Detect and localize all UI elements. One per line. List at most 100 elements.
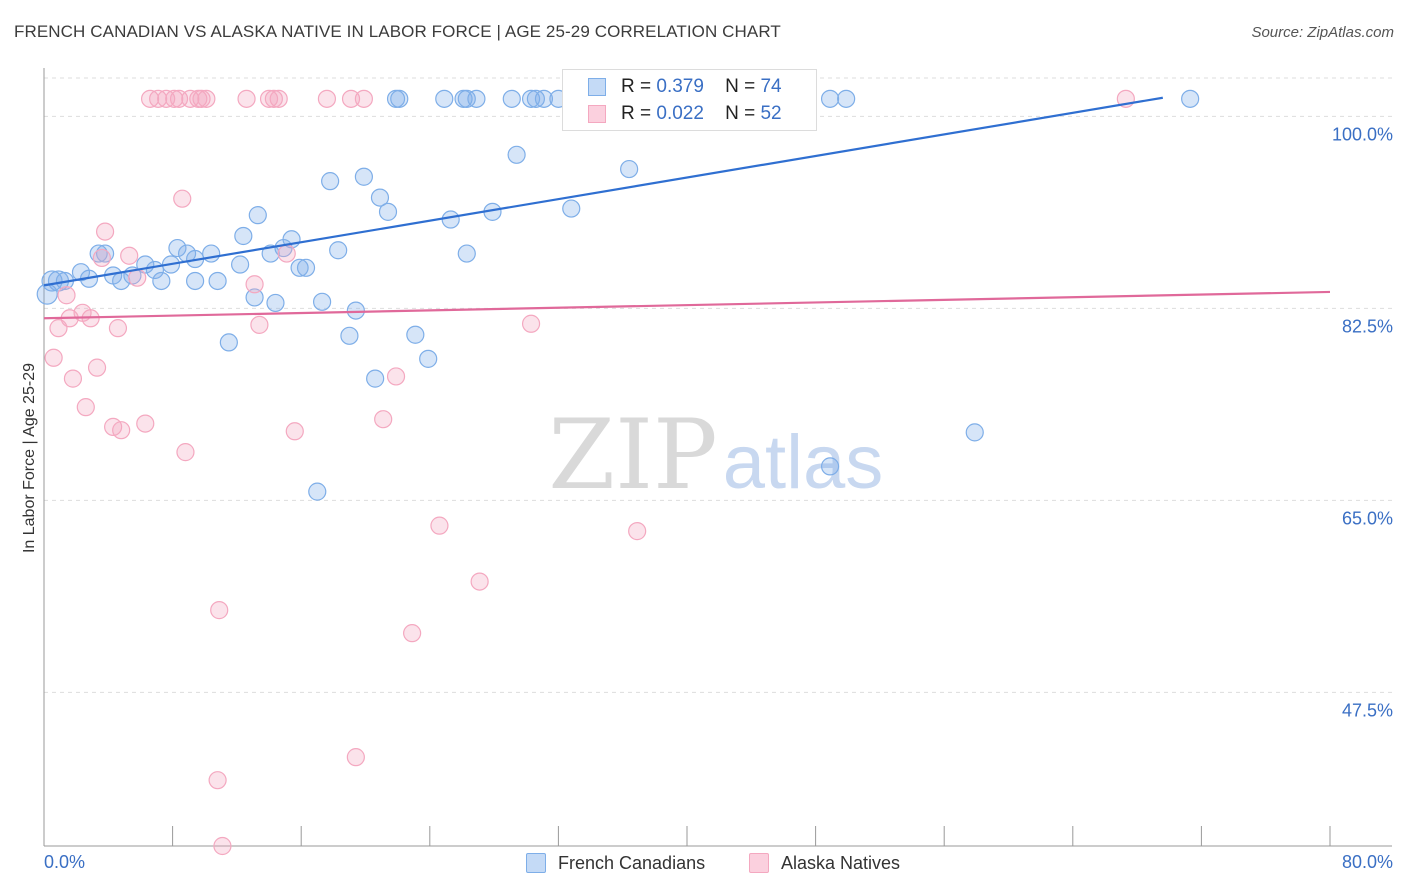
french-canadian-point bbox=[234, 226, 253, 246]
watermark-zip: ZIP bbox=[548, 399, 717, 511]
r-label: R = bbox=[621, 76, 652, 97]
alaska-native-point bbox=[354, 89, 373, 108]
y-tick-label: 47.5% bbox=[1341, 700, 1393, 721]
french-canadian-point bbox=[245, 288, 264, 307]
french-canadian-point bbox=[208, 271, 227, 291]
french-canadian-point bbox=[390, 89, 409, 108]
french-canadian-point bbox=[457, 244, 476, 263]
alaska-native-point bbox=[57, 286, 76, 305]
french-canadian-point bbox=[346, 301, 365, 320]
french-canadian-point bbox=[321, 172, 340, 191]
gridlines bbox=[44, 77, 1392, 693]
french-canadian-point bbox=[1181, 89, 1200, 108]
french-canadian-point bbox=[820, 89, 840, 108]
alaska-native-point bbox=[95, 222, 115, 241]
alaska-native-point bbox=[521, 314, 541, 333]
french-canadian-point bbox=[312, 292, 332, 311]
alaska-native-point bbox=[63, 369, 83, 388]
alaska-native-point bbox=[173, 189, 192, 208]
alaska-native-point bbox=[430, 516, 449, 535]
alaska-native-point bbox=[237, 89, 256, 108]
swatch-pink bbox=[588, 105, 606, 123]
french-canadian-point bbox=[534, 89, 554, 108]
french-canadian-point bbox=[168, 238, 187, 258]
french-canadian-point bbox=[378, 202, 398, 221]
y-tick-label: 65.0% bbox=[1341, 508, 1393, 529]
y-tick-label: 100.0% bbox=[1331, 124, 1393, 145]
alaska-native-point bbox=[92, 248, 111, 268]
alaska-native-point bbox=[341, 89, 361, 108]
n-label: N = bbox=[725, 103, 756, 124]
r-value: 0.379 bbox=[656, 76, 704, 97]
french-canadian-point bbox=[370, 188, 390, 207]
series-alaska-natives bbox=[44, 89, 1135, 856]
trend-line-alaska-natives bbox=[43, 290, 1331, 320]
source-credit: Source: ZipAtlas.com bbox=[1251, 24, 1394, 41]
french-canadian-point bbox=[308, 482, 327, 501]
french-canadian-point bbox=[366, 369, 385, 388]
legend-label: French Canadians bbox=[558, 853, 706, 873]
x-tick-min: 0.0% bbox=[44, 852, 86, 872]
french-canadian-point bbox=[219, 333, 238, 352]
alaska-native-point bbox=[192, 89, 211, 108]
stats-row-alaska-natives: R = 0.022 N = 52 bbox=[563, 100, 816, 128]
french-canadian-point bbox=[562, 199, 581, 218]
french-canadian-point bbox=[296, 258, 316, 277]
chart-title: FRENCH CANADIAN VS ALASKA NATIVE IN LABO… bbox=[14, 22, 781, 41]
alaska-native-point bbox=[628, 522, 647, 541]
french-canadian-point bbox=[965, 423, 984, 442]
alaska-native-point bbox=[197, 89, 216, 108]
french-canadian-point bbox=[441, 210, 460, 229]
french-canadian-point bbox=[435, 89, 454, 108]
french-canadian-point bbox=[202, 244, 221, 263]
french-canadian-point bbox=[340, 326, 359, 345]
alaska-native-point bbox=[136, 414, 155, 433]
french-canadian-point bbox=[467, 89, 486, 108]
french-canadian-point bbox=[152, 271, 171, 291]
swatch-blue bbox=[588, 78, 606, 96]
french-canadian-point bbox=[248, 206, 267, 225]
alaska-native-point bbox=[346, 748, 365, 767]
french-canadian-point bbox=[457, 89, 476, 108]
french-canadian-point bbox=[419, 349, 438, 368]
n-value: 52 bbox=[760, 103, 782, 124]
watermark-atlas: atlas bbox=[723, 420, 884, 505]
french-canadian-point bbox=[406, 325, 425, 344]
x-tick-max: 80.0% bbox=[1341, 852, 1393, 872]
alaska-native-point bbox=[165, 89, 184, 108]
r-label: R = bbox=[621, 103, 652, 124]
y-tick-label: 82.5% bbox=[1341, 316, 1393, 337]
alaska-native-point bbox=[259, 89, 279, 108]
axes bbox=[43, 68, 1392, 847]
french-canadian-point bbox=[354, 167, 373, 186]
trend-lines bbox=[43, 96, 1331, 320]
alaska-native-point bbox=[213, 836, 232, 856]
alaska-native-point bbox=[44, 348, 63, 367]
alaska-native-point bbox=[470, 572, 489, 591]
french-canadian-point bbox=[502, 89, 521, 108]
french-canadian-point bbox=[837, 89, 856, 108]
french-canadian-point bbox=[231, 255, 250, 274]
alaska-native-point bbox=[269, 89, 288, 108]
series-legend: French Canadians Alaska Natives bbox=[0, 852, 1406, 878]
french-canadian-point bbox=[186, 271, 205, 291]
french-canadian-point bbox=[820, 457, 840, 476]
french-canadian-point bbox=[620, 159, 639, 179]
french-canadian-point bbox=[329, 241, 348, 260]
alaska-native-point bbox=[317, 89, 337, 108]
legend-swatch-blue bbox=[526, 853, 546, 873]
alaska-native-point bbox=[403, 624, 422, 643]
alaska-native-point bbox=[208, 771, 227, 790]
alaska-native-point bbox=[210, 601, 229, 620]
alaska-native-point bbox=[245, 275, 264, 294]
watermark: ZIP atlas bbox=[548, 399, 883, 511]
alaska-native-point bbox=[176, 443, 195, 462]
french-canadian-point bbox=[521, 89, 541, 108]
alaska-native-point bbox=[112, 421, 131, 440]
n-label: N = bbox=[725, 76, 756, 97]
alaska-native-point bbox=[264, 89, 283, 108]
r-value: 0.022 bbox=[656, 103, 704, 124]
stats-legend: R = 0.379 N = 74 R = 0.022 N = 52 bbox=[562, 69, 817, 131]
alaska-native-point bbox=[87, 358, 107, 377]
